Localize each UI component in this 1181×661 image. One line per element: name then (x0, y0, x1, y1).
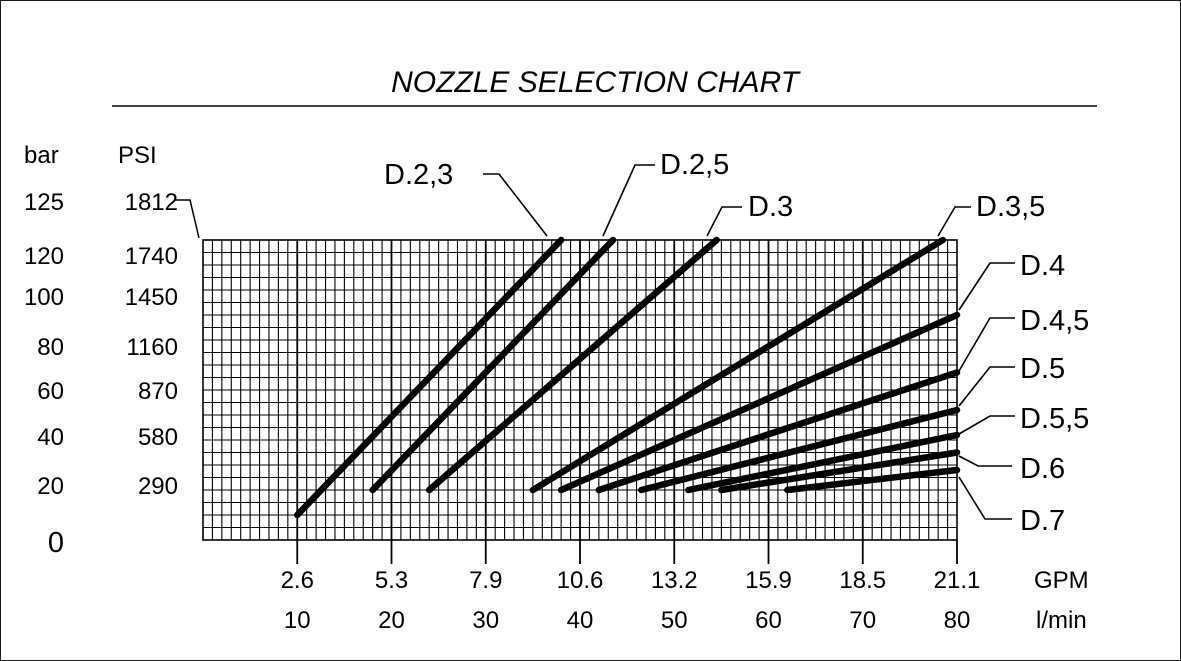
series-label-leader (706, 206, 742, 237)
series-label-leader (483, 173, 548, 237)
series-line (294, 236, 565, 519)
bar-tick-label: 0 (48, 527, 64, 559)
lmin-tick-label: 60 (755, 607, 782, 634)
gpm-tick-label: 21.1 (934, 567, 981, 594)
lmin-tick-label: 40 (567, 607, 594, 634)
lmin-tick-label: 20 (378, 607, 405, 634)
series-line (595, 369, 961, 494)
gpm-tick-label: 7.9 (469, 567, 502, 594)
bar-tick-label: 20 (37, 473, 64, 500)
bar-tick-label: 100 (24, 284, 64, 311)
bar-tick-label: 60 (37, 378, 64, 405)
series-label: D.2,5 (660, 149, 729, 181)
psi-top-leader (175, 199, 200, 239)
series-line (784, 466, 961, 494)
lmin-tick-label: 50 (661, 607, 688, 634)
series-label: D.5 (1020, 353, 1065, 385)
psi-tick-label: 1450 (125, 284, 178, 311)
bar-tick-label: 40 (37, 424, 64, 451)
lmin-tick-label: 80 (944, 607, 971, 634)
psi-tick-label: 1740 (125, 243, 178, 270)
gpm-tick-label: 13.2 (651, 567, 698, 594)
gpm-tick-label: 15.9 (745, 567, 792, 594)
series-label-leader (958, 262, 1015, 311)
lmin-tick-label: 10 (284, 607, 311, 634)
chart-grid (202, 239, 958, 564)
series-label-leader (958, 317, 1015, 372)
bar-tick-label: 80 (37, 334, 64, 361)
series-label-leader (958, 476, 1012, 520)
gpm-tick-label: 10.6 (557, 567, 604, 594)
series-line (529, 236, 947, 494)
series-line (425, 236, 720, 494)
series-label: D.5,5 (1020, 403, 1089, 435)
series-label-leader (958, 455, 1012, 467)
series-label: D.3,5 (976, 191, 1045, 223)
chart-title: NOZZLE SELECTION CHART (391, 66, 802, 99)
series-label: D.7 (1020, 505, 1065, 537)
gpm-tick-label: 2.6 (281, 567, 314, 594)
bar-tick-label: 120 (24, 243, 64, 270)
psi-tick-label: 870 (138, 378, 178, 405)
series-lines (294, 236, 961, 519)
psi-tick-label: 290 (138, 473, 178, 500)
psi-tick-label: 580 (138, 424, 178, 451)
series-label: D.4 (1020, 250, 1065, 282)
lmin-tick-label: 70 (849, 607, 876, 634)
gpm-tick-label: 18.5 (839, 567, 886, 594)
bar-tick-label: 125 (24, 189, 64, 216)
series-label: D.2,3 (384, 159, 453, 191)
x-unit-gpm: GPM (1034, 567, 1089, 594)
series-label-leader (937, 206, 971, 237)
series-line (557, 311, 961, 494)
series-line (685, 431, 961, 494)
psi-tick-label: 1160 (126, 334, 178, 361)
series-label: D.6 (1020, 453, 1065, 485)
series-line (718, 449, 961, 494)
gpm-tick-label: 5.3 (375, 567, 408, 594)
series-label: D.3 (748, 191, 793, 223)
lmin-tick-label: 30 (472, 607, 499, 634)
series-label-leader (602, 164, 655, 237)
psi-tick-label: 1812 (125, 189, 178, 216)
series-labels: D.2,3 D.2,5 D.3 D.3,5 D.4 D.4,5 D.5 D.5,5 D.6 D.7 (384, 149, 1089, 537)
y-unit-bar: bar (24, 142, 59, 169)
series-label: D.4,5 (1020, 305, 1089, 337)
x-tick-labels: 2.6 5.3 7.9 10.6 13.2 15.9 18.5 21.1 10 20 30 40 50 6… (281, 567, 981, 634)
series-label-leader (958, 415, 1015, 435)
x-unit-lmin: l/min (1036, 607, 1087, 634)
series-line (369, 236, 617, 494)
series-label-leader (958, 366, 1015, 407)
y-unit-psi: PSI (118, 142, 157, 169)
series-line (638, 406, 961, 494)
y-tick-labels: 125 120 100 80 60 40 20 0 1812 1740 1450 1160 870 580… (24, 189, 200, 559)
